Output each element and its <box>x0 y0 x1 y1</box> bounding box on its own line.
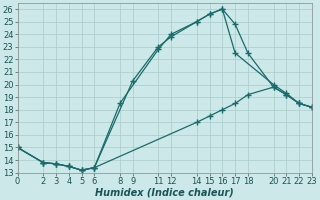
X-axis label: Humidex (Indice chaleur): Humidex (Indice chaleur) <box>95 187 234 197</box>
